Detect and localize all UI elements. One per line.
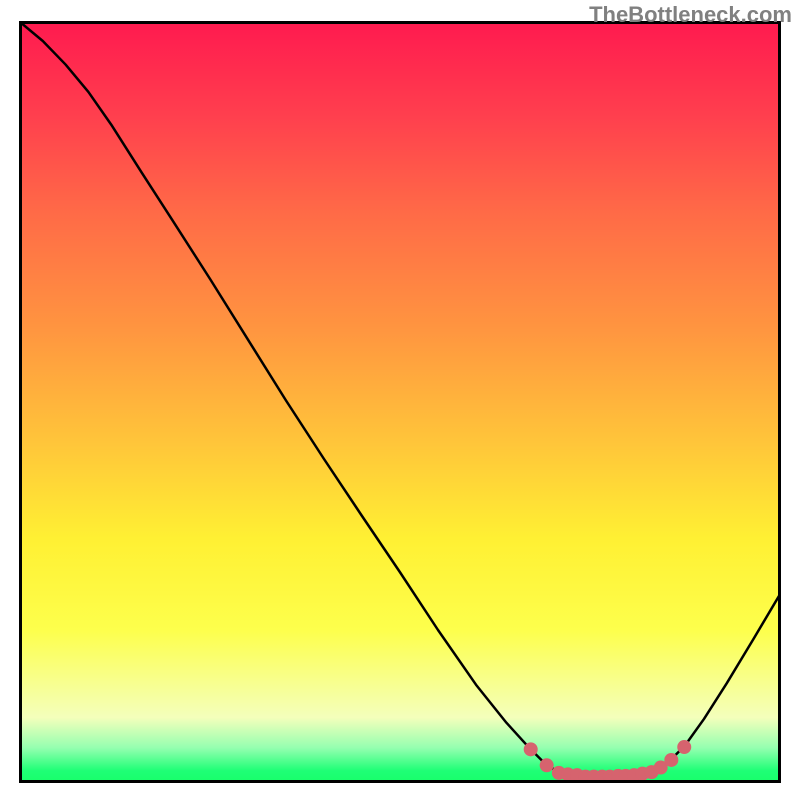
bottleneck-chart — [0, 0, 800, 800]
attribution-text: TheBottleneck.com — [589, 2, 792, 28]
